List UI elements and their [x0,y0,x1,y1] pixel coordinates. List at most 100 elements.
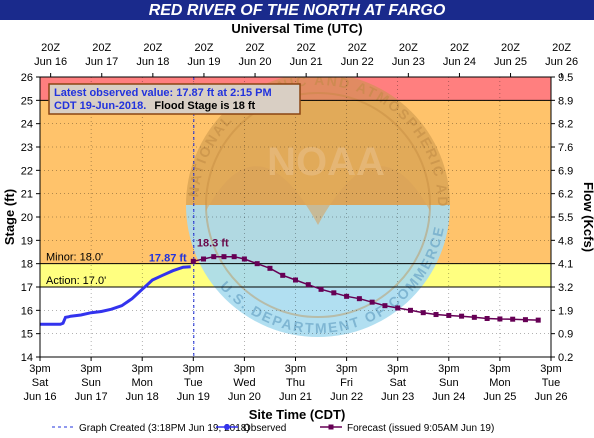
forecast-point-20 [433,312,439,318]
legend-swatch-forecast-dot [328,424,334,430]
forecast-point-13 [344,293,350,299]
y2tick-label-25: 8.9 [558,95,573,107]
y2tick-label-22: 6.9 [558,165,573,177]
bottom-tick-time-4: 3pm [234,363,255,375]
y-axis-label: Stage (ft) [2,189,17,245]
forecast-point-10 [305,282,311,288]
bottom-tick-day-8: Sun [439,377,459,389]
bottom-tick-date-10: Jun 26 [534,391,567,403]
forecast-point-8 [280,272,286,278]
ytick-label-21: 21 [21,189,33,201]
forecast-point-12 [331,290,337,296]
annotation-0: 17.87 ft [149,253,187,265]
forecast-point-16 [382,303,388,309]
x-axis-label: Site Time (CDT) [249,407,346,422]
forecast-point-19 [420,310,426,316]
y2tick-label-16: 1.9 [558,305,573,317]
top-tick-date-10: Jun 26 [545,56,578,68]
bottom-tick-day-0: Sat [32,377,49,389]
forecast-point-23 [471,314,477,320]
forecast-point-22 [459,313,465,319]
forecast-point-2 [211,254,217,260]
forecast-point-25 [497,316,503,322]
threshold-labels: Minor: 18.0' Action: 17.0' [46,252,106,287]
bottom-tick-date-4: Jun 20 [228,391,261,403]
annotation-1: 18.3 ft [197,238,229,250]
grid-lines [40,77,551,357]
ytick-label-20: 20 [21,212,33,224]
value-annotations: 17.87 ft 18.3 ft [149,238,229,265]
ytick-label-25: 25 [21,95,33,107]
y2tick-label-19: 4.8 [558,235,573,247]
top-tick-hour-7: 20Z [399,42,418,54]
top-tick-hour-10: 20Z [552,42,571,54]
bottom-tick-date-3: Jun 19 [177,391,210,403]
y2tick-label-21: 6.2 [558,189,573,201]
bottom-tick-date-0: Jun 16 [23,391,56,403]
top-tick-date-2: Jun 18 [136,56,169,68]
ytick-label-16: 16 [21,305,33,317]
info-box: Latest observed value: 17.87 ft at 2:15 … [48,83,301,115]
threshold-label-0: Minor: 18.0' [46,252,103,264]
top-tick-hour-1: 20Z [92,42,111,54]
forecast-point-3 [221,254,227,260]
threshold-label-1: Action: 17.0' [46,275,106,287]
top-tick-date-4: Jun 20 [239,56,272,68]
ytick-label-15: 15 [21,329,33,341]
y2tick-label-17: 3.2 [558,282,573,294]
forecast-point-28 [535,317,541,323]
ytick-label-24: 24 [21,119,33,131]
top-tick-labels: 20Z Jun 16 20Z Jun 17 20Z Jun 18 20Z Jun 19 20Z J… [34,42,578,77]
y2tick-label-14: 0.2 [558,352,573,364]
y2-axis-label: Flow (Kcfs) [581,182,594,252]
top-tick-date-1: Jun 17 [85,56,118,68]
bottom-tick-time-10: 3pm [540,363,561,375]
top-tick-hour-4: 20Z [246,42,265,54]
bottom-tick-time-5: 3pm [285,363,306,375]
ytick-label-22: 22 [21,165,33,177]
top-axis-label: Universal Time (UTC) [231,21,362,36]
legend-label-0: Graph Created (3:18PM Jun 19, 2018) [79,423,250,434]
y2tick-label-23: 7.6 [558,142,573,154]
forecast-point-15 [369,299,375,305]
ytick-label-23: 23 [21,142,33,154]
y2tick-label-26: 9.5 [558,72,573,84]
bottom-tick-day-3: Tue [184,377,203,389]
forecast-point-9 [293,277,298,283]
ytick-label-14: 14 [21,352,33,364]
bottom-tick-date-7: Jun 23 [381,391,414,403]
forecast-point-11 [318,286,324,292]
forecast-point-4 [231,254,237,260]
bottom-tick-labels: 3pm Sat Jun 16 3pm Sun Jun 17 3pm Mon Jun 18 3pm T… [23,357,568,403]
top-tick-hour-2: 20Z [143,42,162,54]
bottom-tick-day-1: Sun [81,377,101,389]
ytick-label-26: 26 [21,72,33,84]
ytick-label-18: 18 [21,259,33,271]
top-tick-hour-9: 20Z [501,42,520,54]
bottom-tick-date-6: Jun 22 [330,391,363,403]
right-axis-ticks: 0.2 0.9 1.9 3.2 4.1 4.8 5.5 6.2 6.9 7.6 8.2 8.9 9.5 [551,72,573,364]
top-tick-hour-3: 20Z [194,42,213,54]
bottom-tick-day-9: Mon [489,377,510,389]
left-axis-ticks: 14 15 16 17 18 19 20 21 22 23 24 25 26 [21,72,40,364]
y2tick-label-15: 0.9 [558,329,573,341]
info-line-1: Latest observed value: 17.87 ft at 2:15 … [54,87,272,99]
top-tick-hour-6: 20Z [348,42,367,54]
top-tick-date-3: Jun 19 [187,56,220,68]
forecast-point-1 [201,256,207,262]
bottom-tick-time-2: 3pm [131,363,152,375]
chart-title: RED RIVER OF THE NORTH AT FARGO [149,2,446,19]
series-line-observed [40,265,191,326]
forecast-point-6 [254,261,260,267]
legend-label-1: Observed [243,423,286,434]
top-tick-date-5: Jun 21 [290,56,323,68]
bottom-tick-date-2: Jun 18 [126,391,159,403]
y2tick-label-18: 4.1 [558,259,573,271]
top-tick-hour-8: 20Z [450,42,469,54]
top-tick-date-7: Jun 23 [392,56,425,68]
forecast-point-5 [241,256,247,262]
top-tick-hour-0: 20Z [41,42,60,54]
forecast-point-14 [356,296,362,302]
